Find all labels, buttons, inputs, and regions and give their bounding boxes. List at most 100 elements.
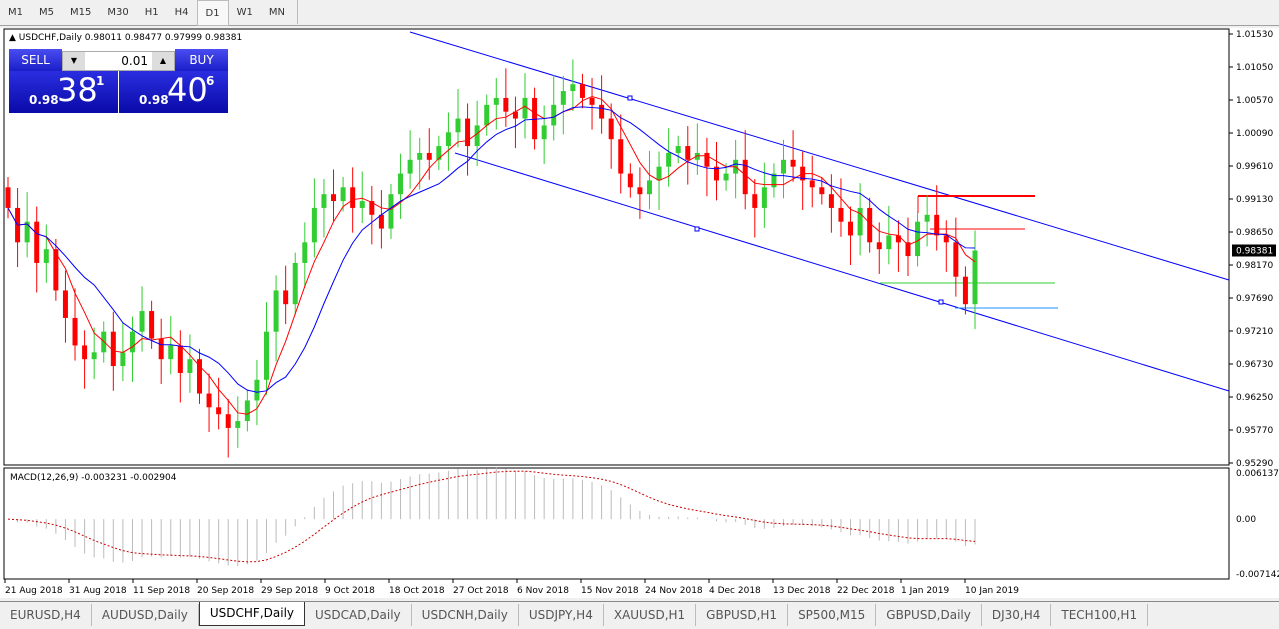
candle-body (465, 118, 471, 147)
candle-body (886, 235, 892, 250)
candle-body (82, 345, 88, 360)
candle-body (149, 311, 155, 339)
price-label: 0.96250 (1236, 393, 1273, 403)
candle-body (225, 414, 231, 428)
price-chart[interactable]: 1.01530 1.01050 1.00570 1.00090 0.99610 0.991… (0, 28, 1279, 598)
lot-size-stepper[interactable]: ▼ 0.01 ▲ (62, 51, 175, 71)
date-label: 24 Nov 2018 (645, 586, 703, 596)
price-label: 0.99610 (1236, 162, 1273, 172)
candle-body (53, 249, 59, 291)
timeframe-m1[interactable]: M1 (8, 7, 23, 18)
price-label: 1.00090 (1236, 129, 1273, 139)
candle-body (723, 173, 729, 181)
candle-body (493, 97, 499, 105)
candle-body (781, 159, 787, 174)
candle-body (646, 180, 652, 195)
timeframe-m5[interactable]: M5 (39, 7, 54, 18)
lot-decrease-button[interactable]: ▼ (63, 52, 85, 70)
lot-input[interactable]: 0.01 (121, 54, 148, 68)
timeframe-toolbar: M1 M5 M15 M30 H1 H4 D1 W1 MN (0, 0, 1279, 26)
timeframe-mn[interactable]: MN (268, 7, 285, 18)
timeframe-h4[interactable]: H4 (174, 7, 189, 18)
candle-body (962, 276, 968, 305)
timeframe-h1[interactable]: H1 (144, 7, 159, 18)
chart-tab[interactable]: EURUSD,H4 (0, 604, 92, 626)
candle-body (110, 331, 116, 367)
macd-axis-label: -0.007142 (1236, 570, 1279, 580)
chart-tab[interactable]: XAUUSD,H1 (604, 604, 697, 626)
candle-body (857, 207, 863, 236)
ma-slow-line (7, 106, 976, 393)
timeframe-m30[interactable]: M30 (107, 7, 129, 18)
candle-body (455, 118, 461, 133)
timeframe-w1[interactable]: W1 (236, 7, 253, 18)
candle-body (216, 407, 222, 415)
channel-upper-line (409, 31, 1230, 281)
candle-body (24, 221, 30, 243)
candle-body (656, 166, 662, 181)
chart-tab[interactable]: DJ30,H4 (982, 604, 1052, 626)
chart-tab[interactable]: SP500,M15 (788, 604, 877, 626)
candle-body (34, 221, 40, 263)
channel-anchor-handle (694, 226, 700, 232)
candle-body (436, 146, 442, 160)
candle-body (694, 152, 700, 160)
candle-body (819, 187, 825, 195)
date-label: 27 Oct 2018 (453, 586, 509, 596)
date-label: 11 Sep 2018 (133, 586, 190, 596)
chart-tab[interactable]: TECH100,H1 (1051, 604, 1149, 626)
candle-body (187, 359, 193, 373)
candle-body (972, 250, 978, 305)
candle-body (369, 201, 375, 215)
channel-lower-line (454, 152, 1230, 392)
candle-body (244, 400, 250, 422)
chart-tab[interactable]: GBPUSD,H1 (696, 604, 789, 626)
timeframe-m15[interactable]: M15 (70, 7, 92, 18)
chart-tab[interactable]: USDCHF,Daily (198, 602, 306, 626)
candle-body (924, 214, 930, 222)
candle-body (589, 97, 595, 105)
price-label: 0.95290 (1236, 459, 1273, 469)
buy-button[interactable]: BUY (175, 49, 228, 71)
chart-tab[interactable]: USDJPY,H4 (519, 604, 604, 626)
candle-body (838, 207, 844, 222)
sell-price-prefix: 0.98 (29, 93, 59, 107)
candle-body (560, 91, 566, 105)
candle-body (72, 317, 78, 346)
candle-body (790, 159, 796, 167)
price-label: 0.95770 (1236, 426, 1273, 436)
chart-tab[interactable]: AUDUSD,Daily (92, 604, 199, 626)
candle-body (168, 345, 174, 360)
candle-body (771, 173, 777, 188)
timeframe-d1[interactable]: D1 (196, 0, 229, 26)
price-label: 0.98170 (1236, 261, 1273, 271)
candle-body (206, 393, 212, 408)
macd-plot-frame (3, 467, 1230, 580)
chart-tabs: EURUSD,H4 AUDUSD,Daily USDCHF,Daily USDCAD,… (0, 601, 1279, 629)
price-label: 0.99130 (1236, 195, 1273, 205)
candle-body (905, 242, 911, 257)
candle-body (704, 152, 710, 167)
candle-body (848, 221, 854, 236)
sell-price[interactable]: 0.98 38 1 (9, 71, 118, 113)
lot-increase-button[interactable]: ▲ (152, 52, 174, 70)
chart-tab[interactable]: USDCNH,Daily (412, 604, 519, 626)
candle-body (532, 97, 538, 140)
date-label: 6 Nov 2018 (517, 586, 569, 596)
date-label: 29 Sep 2018 (261, 586, 318, 596)
candle-body (867, 207, 873, 243)
candle-body (934, 214, 940, 236)
candle-body (283, 290, 289, 305)
chart-window[interactable]: 1.01530 1.01050 1.00570 1.00090 0.99610 0.991… (0, 28, 1279, 598)
candle-body (264, 331, 270, 380)
sell-button[interactable]: SELL (9, 49, 62, 71)
candle-body (627, 173, 633, 188)
buy-price[interactable]: 0.98 40 6 (119, 71, 228, 113)
candle-body (398, 173, 404, 195)
candle-body (637, 187, 643, 195)
candle-body (417, 152, 423, 160)
candle-body (235, 421, 241, 428)
candle-body (43, 249, 49, 263)
chart-tab[interactable]: GBPUSD,Daily (876, 604, 982, 626)
chart-tab[interactable]: USDCAD,Daily (305, 604, 412, 626)
